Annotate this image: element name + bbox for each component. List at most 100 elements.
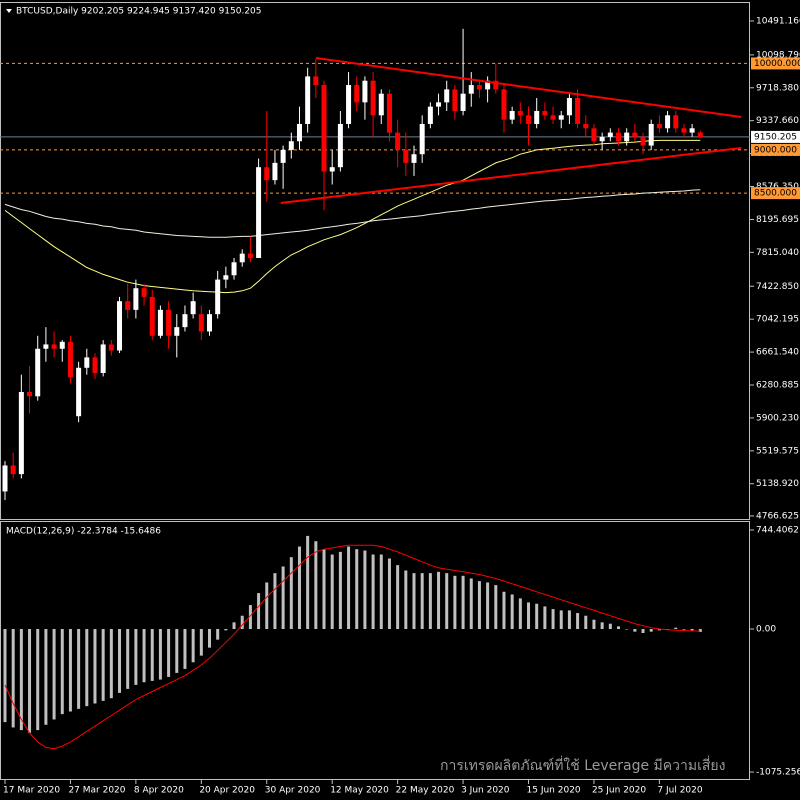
moving-average [4, 189, 701, 238]
x-tick-label: 8 Apr 2020 [134, 786, 184, 796]
candle-body [337, 123, 343, 168]
macd-bar [257, 593, 261, 630]
macd-bar [216, 629, 220, 640]
macd-bar [36, 629, 40, 731]
candle-body [190, 301, 196, 315]
candle-body [403, 149, 409, 163]
candle-body [632, 132, 638, 137]
macd-bar [453, 575, 457, 630]
candle-body [460, 93, 466, 111]
y-tick-label: 9718.380 [756, 83, 799, 93]
y-tick-label: 7042.195 [756, 315, 799, 325]
macd-bar [167, 629, 171, 677]
y-tick-label: 4766.625 [756, 511, 799, 521]
level-label-box [751, 57, 800, 70]
macd-bar [600, 622, 604, 630]
candle-body [607, 132, 613, 137]
macd-bar [608, 623, 612, 630]
macd-bar [698, 629, 702, 632]
candle-body [566, 98, 572, 116]
candle-body [378, 93, 384, 116]
macd-bar [93, 629, 97, 704]
candle-body [444, 89, 450, 103]
candle-body [697, 132, 703, 137]
candle-body [256, 167, 262, 258]
macd-bar [208, 629, 211, 648]
x-tick-label: 27 Mar 2020 [68, 786, 125, 796]
macd-bar [477, 581, 481, 630]
candle-body [436, 102, 442, 107]
candle-body [640, 136, 646, 146]
y-tick-label: 7422.850 [756, 282, 799, 292]
candle-body [239, 253, 245, 263]
moving-average [4, 139, 701, 294]
candle-body [305, 76, 311, 124]
y-tick-label: 5519.575 [756, 446, 799, 456]
macd-bar [363, 550, 367, 630]
candle-body [558, 115, 564, 120]
macd-bar [85, 629, 89, 707]
y-tick-label: 5138.920 [756, 479, 799, 489]
macd-bar [281, 566, 285, 630]
x-tick-label: 20 Apr 2020 [199, 786, 255, 796]
macd-bar [126, 629, 130, 689]
candle-body [616, 132, 621, 142]
candle-body [35, 348, 41, 397]
candle-body [247, 253, 253, 258]
level-label-box [751, 187, 800, 200]
macd-bar [396, 565, 400, 630]
candle-body [67, 341, 73, 378]
candle-body [534, 110, 540, 124]
candle-body [223, 275, 229, 280]
macd-bar [657, 629, 661, 631]
macd-bar [289, 557, 293, 630]
y-tick-label: 5900.230 [756, 413, 799, 423]
price-label-box [751, 130, 800, 143]
macd-bar [379, 554, 383, 630]
x-tick-label: 17 Mar 2020 [3, 786, 60, 796]
candle-body [493, 80, 499, 90]
candle-body [419, 123, 425, 155]
macd-bar [469, 578, 473, 630]
trendline [315, 56, 742, 118]
macd-bar [445, 573, 449, 630]
y-tick-label: 10491.160 [756, 16, 800, 26]
candle-body [117, 301, 123, 351]
signal-line [4, 544, 701, 750]
macd-bar [641, 629, 645, 634]
macd-bar [576, 613, 580, 630]
candle-body [182, 314, 188, 328]
macd-bar [633, 629, 637, 632]
macd-bar [175, 629, 179, 673]
candle-body [100, 344, 106, 373]
macd-bar [265, 582, 269, 630]
macd-bar [461, 575, 465, 630]
y-tick-label: 8195.695 [756, 215, 799, 225]
macd-bar [142, 629, 146, 683]
macd-bar [567, 610, 571, 630]
candle-body [583, 123, 589, 129]
macd-bar [682, 629, 686, 630]
macd-bar [527, 602, 531, 630]
y-tick-label: -1075.2566 [756, 768, 800, 778]
macd-bar [150, 629, 154, 681]
candle-body [133, 288, 139, 310]
macd-bar [19, 629, 23, 731]
macd-bar [273, 573, 277, 630]
macd-bar [428, 573, 432, 630]
macd-bar [158, 629, 162, 680]
candle-body [59, 341, 65, 349]
macd-bar [387, 558, 391, 630]
candle-body [174, 327, 180, 336]
macd-bar [518, 598, 522, 630]
candle-body [215, 279, 221, 315]
macd-bar [248, 605, 252, 630]
candle-body [149, 296, 155, 336]
watermark: การเทรดผลิตภัณฑ์ที่ใช้ Leverage มีความเส… [440, 756, 725, 774]
candle-body [427, 106, 433, 124]
macd-bar [559, 610, 563, 630]
price-label: 9150.205 [754, 132, 797, 142]
macd-bar [625, 629, 629, 630]
candle-body [681, 128, 687, 133]
macd-bar [551, 609, 555, 630]
